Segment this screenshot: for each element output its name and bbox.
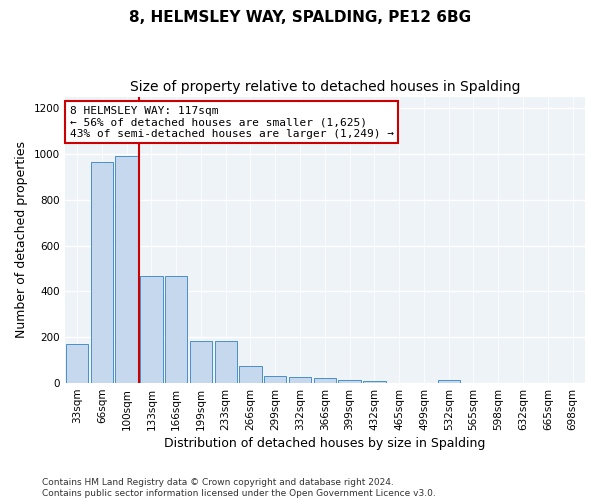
Bar: [140, 276, 163, 383]
Bar: [66, 344, 88, 383]
Text: 8 HELMSLEY WAY: 117sqm
← 56% of detached houses are smaller (1,625)
43% of semi-: 8 HELMSLEY WAY: 117sqm ← 56% of detached…: [70, 106, 394, 139]
X-axis label: Distribution of detached houses by size in Spalding: Distribution of detached houses by size …: [164, 437, 485, 450]
Bar: [215, 340, 237, 383]
Bar: [314, 378, 336, 383]
Bar: [91, 162, 113, 383]
Text: 8, HELMSLEY WAY, SPALDING, PE12 6BG: 8, HELMSLEY WAY, SPALDING, PE12 6BG: [129, 10, 471, 25]
Bar: [289, 378, 311, 383]
Bar: [165, 276, 187, 383]
Bar: [264, 376, 286, 383]
Bar: [338, 380, 361, 383]
Text: Contains HM Land Registry data © Crown copyright and database right 2024.
Contai: Contains HM Land Registry data © Crown c…: [42, 478, 436, 498]
Bar: [239, 366, 262, 383]
Bar: [437, 380, 460, 383]
Bar: [363, 381, 386, 383]
Bar: [190, 340, 212, 383]
Bar: [115, 156, 138, 383]
Y-axis label: Number of detached properties: Number of detached properties: [15, 142, 28, 338]
Title: Size of property relative to detached houses in Spalding: Size of property relative to detached ho…: [130, 80, 520, 94]
